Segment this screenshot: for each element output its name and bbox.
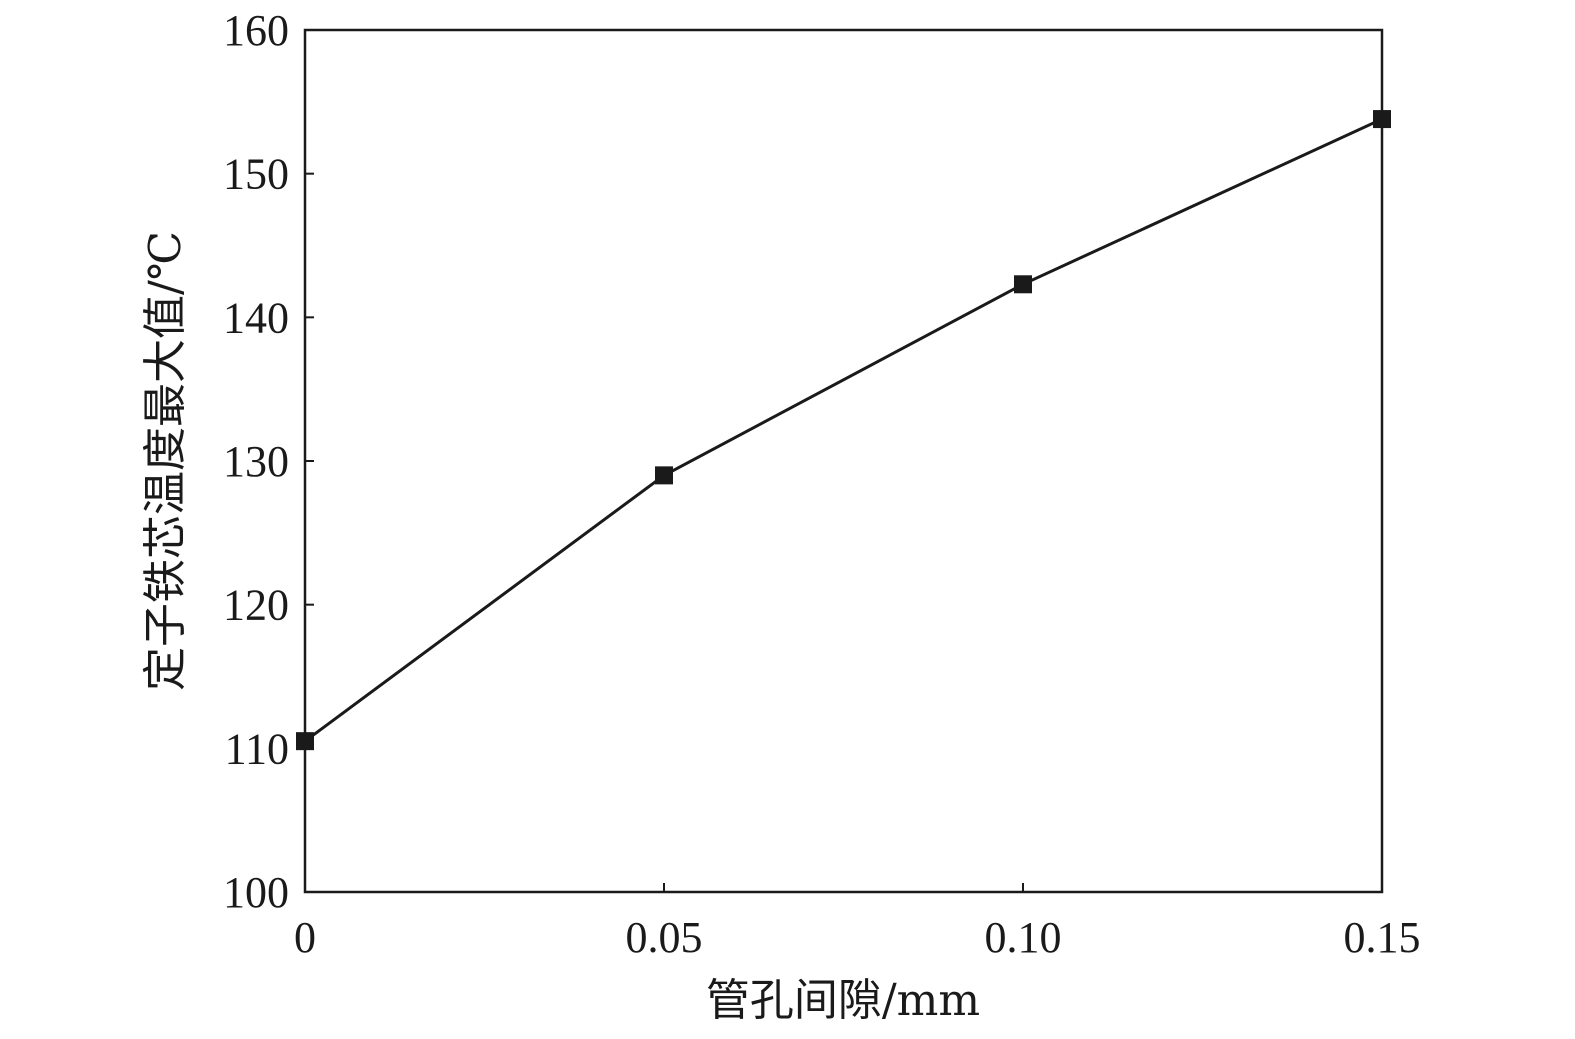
x-axis-label: 管孔间隙/mm bbox=[706, 975, 980, 1026]
series-layer bbox=[296, 110, 1391, 751]
y-tick-label: 150 bbox=[223, 150, 289, 199]
series-line bbox=[304, 117, 1383, 743]
data-point bbox=[1373, 110, 1391, 129]
data-point bbox=[1014, 275, 1032, 294]
data-point bbox=[296, 732, 314, 751]
y-tick-label: 110 bbox=[225, 724, 289, 773]
data-point bbox=[655, 466, 673, 485]
plot-frame bbox=[303, 28, 1384, 894]
y-axis-label: 定子铁芯温度最大值/℃ bbox=[140, 231, 191, 691]
y-axis: 100 110 120 130 140 150 160 bbox=[223, 6, 314, 917]
x-axis: 0 0.05 0.10 0.15 bbox=[294, 883, 1421, 962]
y-tick-label: 160 bbox=[223, 6, 289, 55]
x-tick-label: 0.10 bbox=[985, 913, 1062, 962]
x-tick-label: 0.05 bbox=[626, 913, 703, 962]
y-tick-label: 120 bbox=[223, 581, 289, 630]
x-tick-label: 0.15 bbox=[1344, 913, 1421, 962]
y-tick-label: 100 bbox=[223, 868, 289, 917]
x-tick-label: 0 bbox=[294, 913, 316, 962]
y-tick-label: 130 bbox=[223, 437, 289, 486]
y-tick-label: 140 bbox=[223, 293, 289, 342]
